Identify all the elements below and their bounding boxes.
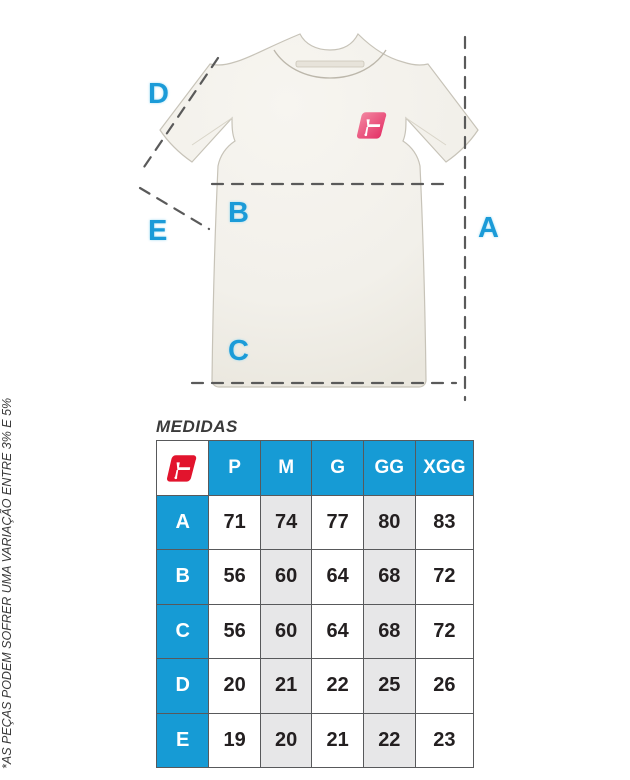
svg-text:C: C (228, 335, 249, 367)
svg-text:D: D (148, 78, 169, 110)
svg-text:B: B (228, 197, 249, 229)
svg-text:E: E (148, 215, 167, 247)
svg-text:A: A (478, 212, 499, 244)
